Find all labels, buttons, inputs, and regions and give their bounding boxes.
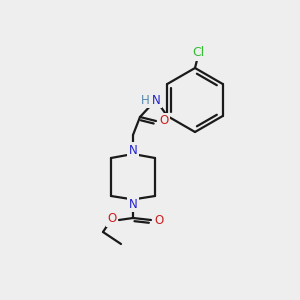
Text: O: O: [154, 214, 164, 226]
Text: N: N: [152, 94, 160, 106]
Text: O: O: [159, 115, 169, 128]
Text: O: O: [107, 212, 117, 226]
Text: N: N: [129, 143, 137, 157]
Text: N: N: [129, 197, 137, 211]
Text: H: H: [141, 94, 149, 106]
Text: Cl: Cl: [192, 46, 204, 59]
